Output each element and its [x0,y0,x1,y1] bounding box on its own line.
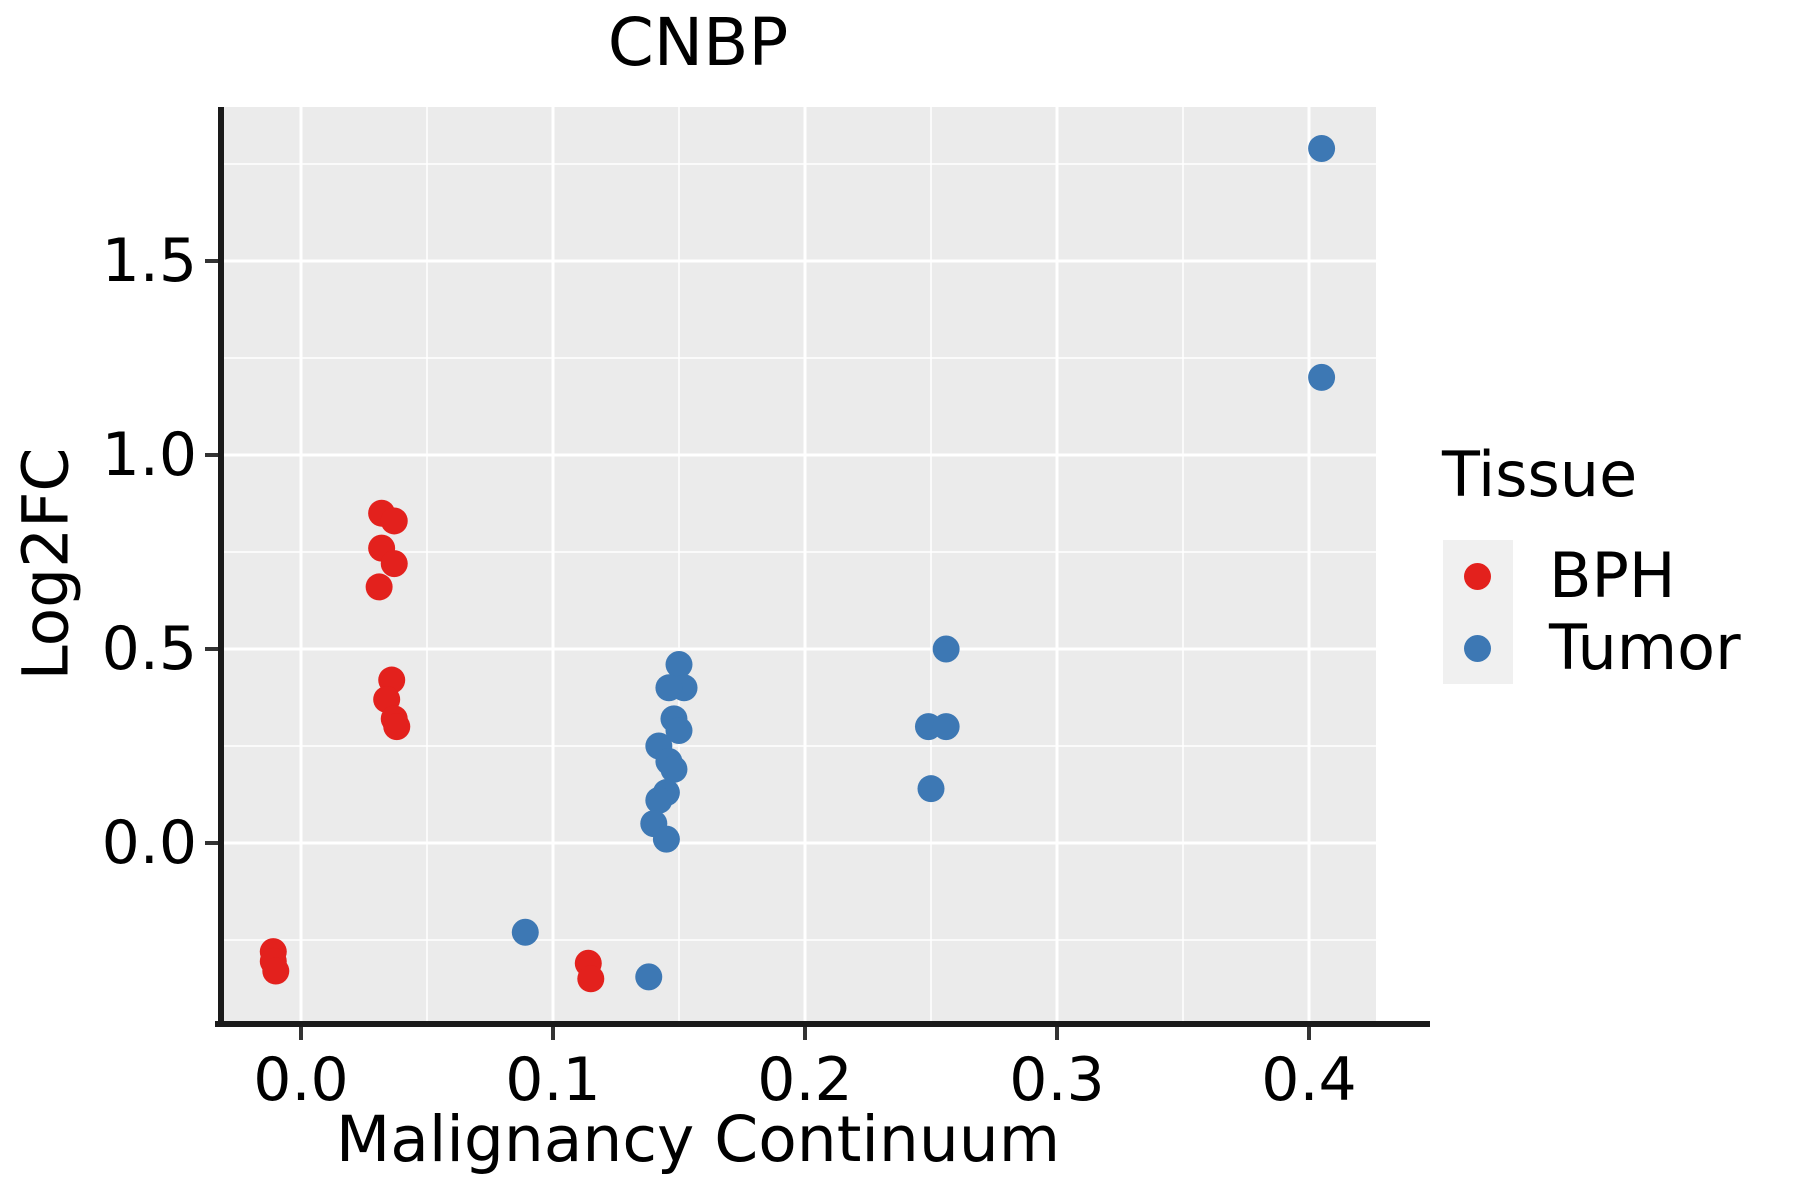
x-axis-title: Malignancy Continuum [335,1103,1061,1176]
x-tick-mark [1055,1027,1059,1040]
bph-data-point [262,957,290,985]
tumor-data-point [932,635,960,663]
y-tick-label: 1.0 [101,420,197,490]
y-tick-label: 1.5 [101,226,197,296]
tumor-data-point [645,786,673,814]
x-tick-mark [1307,1027,1311,1040]
plot-panel [224,107,1376,1021]
tumor-data-point [511,918,539,946]
y-tick-mark [205,841,218,845]
legend-key-bph [1443,540,1513,612]
tumor-data-point [665,651,693,679]
legend-label-bph: BPH [1549,539,1676,612]
tumor-data-point [917,775,945,803]
x-tick-mark [551,1027,555,1040]
tumor-data-point [1308,134,1336,162]
y-tick-label: 0.5 [101,614,197,684]
legend-key-tumor [1443,612,1513,684]
x-axis-line [215,1021,1430,1027]
tumor-data-point [932,713,960,741]
bph-point-icon [1464,563,1491,590]
y-tick-mark [205,647,218,651]
y-axis-spine [218,107,224,1027]
tumor-point-icon [1464,635,1491,662]
tumor-data-point [652,825,680,853]
x-tick-label: 0.3 [1009,1045,1105,1115]
x-tick-label: 0.2 [757,1045,853,1115]
y-tick-mark [205,259,218,263]
legend-label-tumor: Tumor [1549,611,1741,684]
bph-data-point [365,573,393,601]
bph-data-point [380,507,408,535]
tumor-data-point [655,674,683,702]
bph-data-point [383,713,411,741]
bph-data-point [577,965,605,993]
legend-title: Tissue [1442,438,1638,511]
y-tick-mark [205,453,218,457]
tumor-data-point [635,963,663,991]
tumor-data-point [660,755,688,783]
x-tick-label: 0.1 [505,1045,601,1115]
x-tick-mark [299,1027,303,1040]
x-tick-label: 0.4 [1261,1045,1357,1115]
x-tick-label: 0.0 [253,1045,349,1115]
bph-data-point [380,550,408,578]
y-tick-label: 0.0 [101,808,197,878]
x-tick-mark [803,1027,807,1040]
tumor-data-point [1308,363,1336,391]
tumor-data-point [665,716,693,744]
plot-title: CNBP [607,4,789,81]
